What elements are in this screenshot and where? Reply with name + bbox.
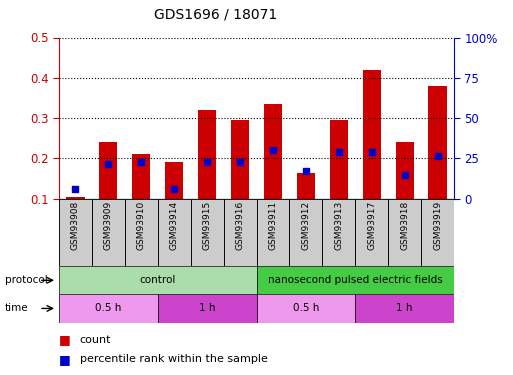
Bar — [191, 199, 224, 266]
Bar — [231, 120, 249, 199]
Text: GSM93918: GSM93918 — [400, 201, 409, 250]
Bar — [388, 199, 421, 266]
Bar — [132, 154, 150, 199]
Point — [401, 172, 409, 178]
Bar — [100, 142, 117, 199]
Point — [269, 147, 277, 153]
Text: GSM93909: GSM93909 — [104, 201, 113, 250]
Bar — [59, 199, 92, 266]
Bar — [421, 199, 454, 266]
Text: GSM93915: GSM93915 — [203, 201, 212, 250]
Bar — [256, 266, 454, 294]
Bar — [428, 86, 447, 199]
Text: GSM93913: GSM93913 — [334, 201, 343, 250]
Text: nanosecond pulsed electric fields: nanosecond pulsed electric fields — [268, 275, 443, 285]
Text: 1 h: 1 h — [397, 303, 413, 313]
Bar — [198, 110, 216, 199]
Text: percentile rank within the sample: percentile rank within the sample — [80, 354, 267, 364]
Bar — [355, 294, 454, 322]
Bar — [59, 266, 256, 294]
Text: GSM93917: GSM93917 — [367, 201, 376, 250]
Text: 0.5 h: 0.5 h — [293, 303, 319, 313]
Bar — [125, 199, 158, 266]
Bar — [297, 172, 315, 199]
Text: time: time — [5, 303, 29, 313]
Text: GSM93916: GSM93916 — [235, 201, 245, 250]
Point — [433, 153, 442, 159]
Text: GSM93910: GSM93910 — [137, 201, 146, 250]
Bar — [256, 199, 289, 266]
Bar — [330, 120, 348, 199]
Bar — [396, 142, 413, 199]
Bar — [92, 199, 125, 266]
Text: GDS1696 / 18071: GDS1696 / 18071 — [154, 8, 277, 22]
Text: GSM93912: GSM93912 — [301, 201, 310, 250]
Point — [170, 186, 179, 192]
Bar — [224, 199, 256, 266]
Text: GSM93908: GSM93908 — [71, 201, 80, 250]
Point — [137, 159, 145, 165]
Text: protocol: protocol — [5, 275, 48, 285]
Bar — [289, 199, 322, 266]
Bar — [66, 197, 85, 199]
Bar — [158, 199, 191, 266]
Text: ■: ■ — [59, 333, 75, 346]
Bar — [256, 294, 355, 322]
Bar — [264, 104, 282, 199]
Bar — [363, 70, 381, 199]
Text: 0.5 h: 0.5 h — [95, 303, 122, 313]
Text: GSM93919: GSM93919 — [433, 201, 442, 250]
Point — [334, 149, 343, 155]
Point — [236, 159, 244, 165]
Text: control: control — [140, 275, 176, 285]
Text: count: count — [80, 334, 111, 345]
Point — [368, 149, 376, 155]
Bar — [355, 199, 388, 266]
Bar — [165, 162, 183, 199]
Point — [302, 168, 310, 174]
Bar — [59, 294, 158, 322]
Text: ■: ■ — [59, 352, 75, 366]
Point — [71, 186, 80, 192]
Bar — [158, 294, 256, 322]
Bar — [322, 199, 355, 266]
Point — [104, 162, 112, 168]
Text: GSM93911: GSM93911 — [268, 201, 278, 250]
Text: GSM93914: GSM93914 — [170, 201, 179, 250]
Text: 1 h: 1 h — [199, 303, 215, 313]
Point — [203, 159, 211, 165]
